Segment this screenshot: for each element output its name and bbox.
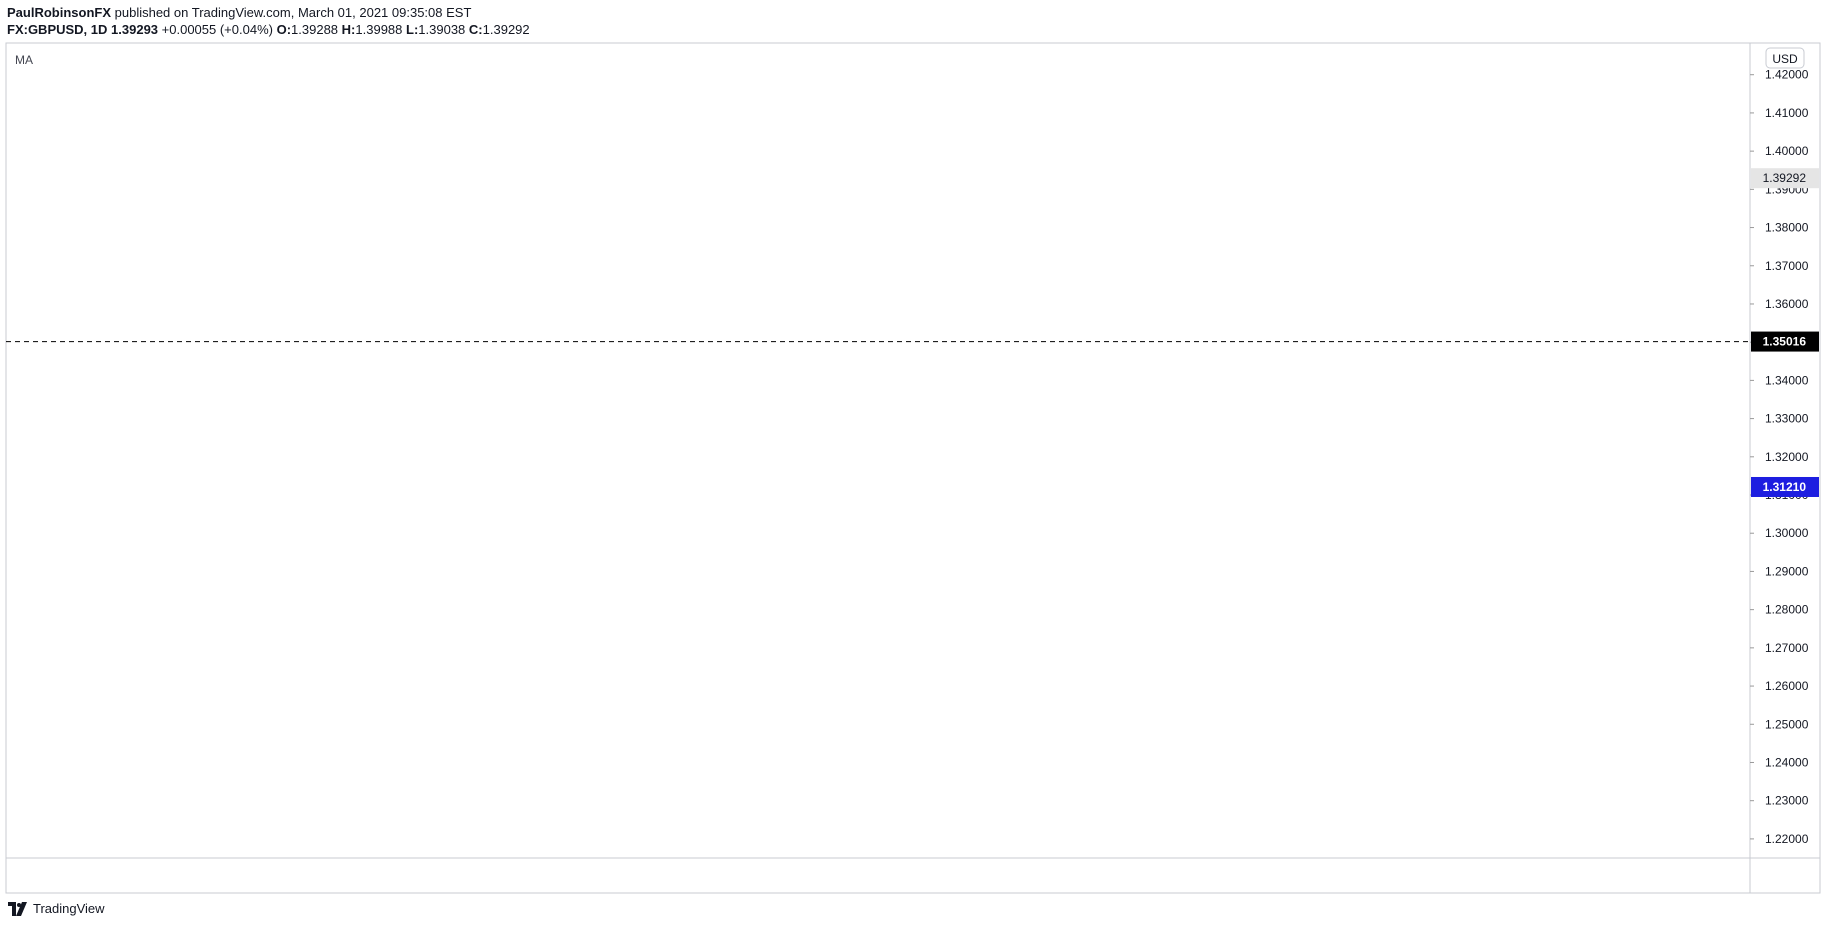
low-label: L: [406,22,419,37]
author-name[interactable]: PaulRobinsonFX [7,5,111,20]
price-label-text: 1.39292 [1763,171,1807,185]
price-tick-label: 1.42000 [1765,68,1809,82]
indicator-label[interactable]: MA [15,53,33,67]
price-tick-label: 1.26000 [1765,679,1809,693]
price-labels: 1.39292 1.35016 1.31210 [1751,168,1819,497]
open-label: O: [276,22,292,37]
price-tick-label: 1.34000 [1765,373,1809,387]
price-tick-label: 1.41000 [1765,106,1809,120]
price-tick-label: 1.38000 [1765,221,1809,235]
price-tick-label: 1.23000 [1765,794,1809,808]
price-tick-label: 1.27000 [1765,641,1809,655]
price-tick-label: 1.32000 [1765,450,1809,464]
tradingview-logo-icon [8,901,27,916]
price-label-box [1751,331,1819,352]
price-tick-label: 1.22000 [1765,832,1809,846]
last-price: 1.39293 [111,22,159,37]
price-label-text: 1.35016 [1763,335,1807,349]
high-label: H: [341,22,356,37]
high-value: 1.39988 [355,22,403,37]
plot-area [6,341,1750,343]
open-value: 1.39288 [291,22,339,37]
price-tick-label: 1.24000 [1765,755,1809,769]
plot-content [6,341,1750,343]
currency-button[interactable]: USD [1765,47,1805,69]
low-value: 1.39038 [418,22,466,37]
price-label-text: 1.31210 [1763,480,1807,494]
close-value: 1.39292 [482,22,530,37]
price-tick-label: 1.25000 [1765,717,1809,731]
footer-brand[interactable]: TradingView [8,901,105,916]
publication-header: PaulRobinsonFX published on TradingView.… [7,5,471,20]
close-label: C: [468,22,483,37]
currency-button-label: USD [1772,52,1798,66]
symbol-name: FX:GBPUSD, 1D [7,22,108,37]
price-tick-label: 1.40000 [1765,144,1809,158]
price-tick-label: 1.29000 [1765,564,1809,578]
footer-brand-label: TradingView [33,901,105,916]
price-tick-label: 1.30000 [1765,526,1809,540]
chart-border [5,42,1821,894]
price-change: +0.00055 (+0.04%) [161,22,273,37]
publish-info: published on TradingView.com, March 01, … [114,5,472,20]
price-tick-label: 1.36000 [1765,297,1809,311]
symbol-info-line: FX:GBPUSD, 1D 1.39293 +0.00055 (+0.04%) … [7,22,530,37]
price-tick-label: 1.28000 [1765,603,1809,617]
price-tick-label: 1.37000 [1765,259,1809,273]
price-tick-label: 1.33000 [1765,412,1809,426]
price-label-box [1751,476,1819,497]
price-label-box [1751,168,1819,189]
